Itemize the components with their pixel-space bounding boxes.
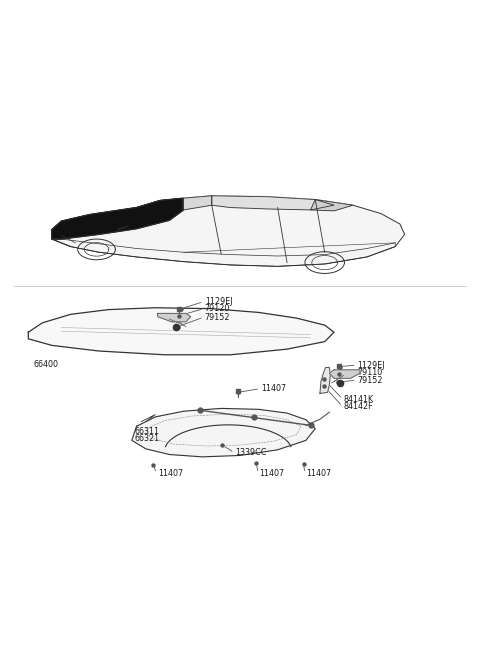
Text: 84142F: 84142F <box>344 402 373 411</box>
Text: 79120: 79120 <box>204 304 230 313</box>
Polygon shape <box>52 198 183 239</box>
Polygon shape <box>320 367 330 394</box>
Text: 79152: 79152 <box>204 312 230 322</box>
Text: 11407: 11407 <box>259 469 284 478</box>
Text: 66400: 66400 <box>33 360 58 369</box>
Text: 84141K: 84141K <box>344 394 373 403</box>
Polygon shape <box>28 308 334 355</box>
Polygon shape <box>157 313 191 322</box>
Text: 1129EJ: 1129EJ <box>204 297 232 306</box>
Text: 79152: 79152 <box>358 376 383 384</box>
Text: 11407: 11407 <box>261 384 286 393</box>
Text: 66311: 66311 <box>134 428 160 436</box>
Text: 79110: 79110 <box>358 367 383 377</box>
Polygon shape <box>183 196 212 210</box>
Text: 1129EJ: 1129EJ <box>358 361 385 369</box>
Polygon shape <box>212 196 334 210</box>
Polygon shape <box>52 196 405 267</box>
Text: 66321: 66321 <box>134 434 160 443</box>
Text: 1339CC: 1339CC <box>235 448 267 457</box>
Text: 11407: 11407 <box>157 469 183 478</box>
Polygon shape <box>132 409 315 457</box>
Text: 11407: 11407 <box>306 469 331 478</box>
Polygon shape <box>329 370 360 379</box>
Polygon shape <box>311 200 353 211</box>
